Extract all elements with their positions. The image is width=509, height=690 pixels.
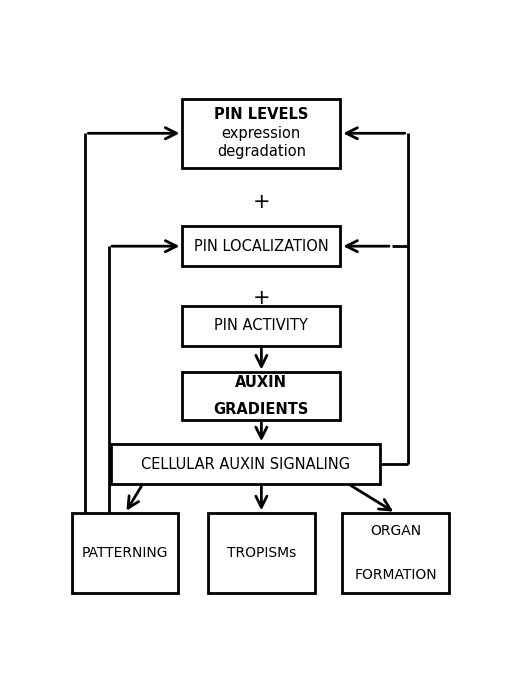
Bar <box>111 444 379 484</box>
Bar <box>182 226 340 266</box>
Bar <box>182 373 340 420</box>
Text: PIN LEVELS: PIN LEVELS <box>214 107 308 122</box>
Text: AUXIN: AUXIN <box>235 375 287 391</box>
Bar <box>71 513 178 593</box>
Text: PATTERNING: PATTERNING <box>81 546 168 560</box>
Text: +: + <box>252 193 270 213</box>
Text: degradation: degradation <box>216 144 305 159</box>
Text: CELLULAR AUXIN SIGNALING: CELLULAR AUXIN SIGNALING <box>140 457 350 471</box>
Text: TROPISMs: TROPISMs <box>227 546 295 560</box>
Bar <box>182 99 340 168</box>
Text: GRADIENTS: GRADIENTS <box>213 402 308 417</box>
Text: PIN ACTIVITY: PIN ACTIVITY <box>214 318 308 333</box>
Bar <box>182 306 340 346</box>
Bar <box>208 513 314 593</box>
Text: FORMATION: FORMATION <box>354 569 436 582</box>
Text: expression: expression <box>221 126 300 141</box>
Text: ORGAN: ORGAN <box>370 524 420 538</box>
Text: PIN LOCALIZATION: PIN LOCALIZATION <box>193 239 328 254</box>
Bar <box>342 513 448 593</box>
Text: +: + <box>252 288 270 308</box>
